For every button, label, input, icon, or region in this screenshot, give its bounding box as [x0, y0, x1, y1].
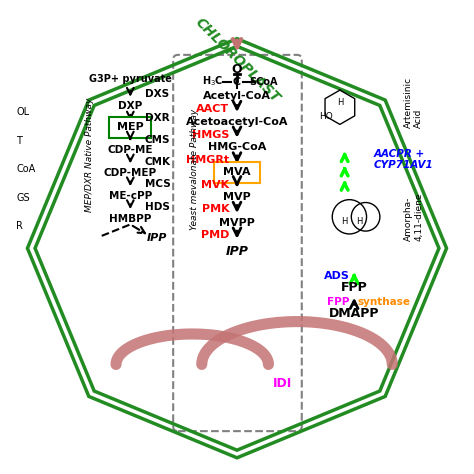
FancyBboxPatch shape: [173, 55, 302, 431]
Text: FPP: FPP: [327, 297, 349, 307]
Text: MVK: MVK: [201, 181, 229, 191]
Text: DXP: DXP: [118, 101, 142, 111]
Text: Acetoacetyl-CoA: Acetoacetyl-CoA: [186, 117, 288, 127]
Text: O: O: [232, 63, 242, 76]
Text: SCoA: SCoA: [249, 76, 278, 87]
Text: CMS: CMS: [145, 135, 170, 145]
Text: PMK: PMK: [202, 204, 229, 214]
Text: HDS: HDS: [145, 202, 170, 212]
Text: synthase: synthase: [357, 297, 410, 307]
Text: Amorpha-
4,11-diene: Amorpha- 4,11-diene: [404, 192, 423, 241]
Text: Yeast mevalonate Pathway: Yeast mevalonate Pathway: [190, 109, 199, 230]
Text: MEP: MEP: [117, 122, 144, 132]
Text: IPP: IPP: [226, 245, 248, 257]
Text: CoA: CoA: [16, 164, 35, 174]
FancyBboxPatch shape: [214, 162, 260, 182]
Text: R: R: [16, 221, 23, 231]
Text: MVPP: MVPP: [219, 218, 255, 228]
Text: H: H: [341, 217, 348, 226]
Text: OL: OL: [16, 107, 29, 117]
Text: ADS: ADS: [324, 271, 349, 281]
Text: Artemisinic
Acid: Artemisinic Acid: [404, 77, 423, 128]
Text: MVA: MVA: [223, 167, 251, 177]
Text: HMBPP: HMBPP: [109, 214, 152, 224]
Text: G3P+ pyruvate: G3P+ pyruvate: [89, 73, 172, 84]
Text: CDP-ME: CDP-ME: [108, 145, 153, 155]
Text: C: C: [233, 76, 241, 87]
Text: T: T: [16, 136, 22, 146]
Text: H$_3$C: H$_3$C: [202, 74, 224, 89]
Text: AACPR +
CYP71AV1: AACPR + CYP71AV1: [373, 149, 433, 171]
Text: DXS: DXS: [145, 89, 169, 99]
Text: CMK: CMK: [145, 156, 171, 166]
Text: HMGRt: HMGRt: [186, 155, 229, 164]
Text: HMG-CoA: HMG-CoA: [208, 142, 266, 152]
Text: CDP-MEP: CDP-MEP: [104, 168, 157, 178]
FancyBboxPatch shape: [109, 117, 151, 138]
Text: FPP: FPP: [341, 281, 367, 294]
Text: Acetyl-CoA: Acetyl-CoA: [203, 91, 271, 101]
Text: IPP: IPP: [147, 233, 167, 243]
Text: ME-cPP: ME-cPP: [109, 191, 152, 201]
Text: HO: HO: [319, 112, 332, 121]
Text: HMGS: HMGS: [192, 130, 229, 140]
Text: PMD: PMD: [201, 230, 229, 240]
Text: H: H: [356, 217, 362, 226]
Text: AACT: AACT: [196, 104, 229, 114]
Text: CHLOROPLAST: CHLOROPLAST: [192, 15, 283, 106]
Text: GS: GS: [16, 193, 30, 203]
Text: H: H: [337, 98, 343, 107]
Text: IDI: IDI: [273, 377, 292, 390]
Text: MVP: MVP: [223, 192, 251, 202]
Text: DMAPP: DMAPP: [329, 308, 379, 320]
Text: DXR: DXR: [145, 113, 169, 123]
Text: MEP/DXR Native Pathway: MEP/DXR Native Pathway: [85, 98, 94, 212]
Text: MCS: MCS: [145, 180, 170, 190]
